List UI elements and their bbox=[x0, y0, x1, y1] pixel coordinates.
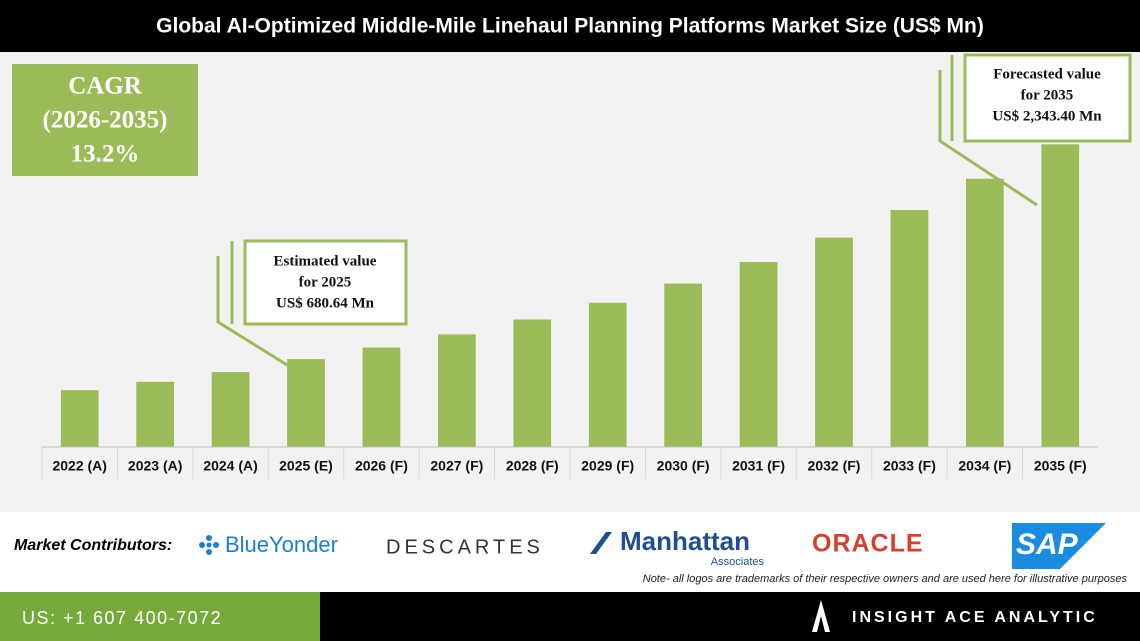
footer-phone: US: +1 607 400-7072 bbox=[22, 608, 222, 628]
cagr-box bbox=[12, 64, 198, 176]
bar bbox=[890, 209, 929, 447]
callout-text: for 2025 bbox=[299, 274, 352, 290]
bar bbox=[588, 302, 627, 447]
x-tick-label: 2030 (F) bbox=[657, 458, 710, 474]
bar bbox=[664, 283, 702, 447]
footer-brand: INSIGHT ACE ANALYTIC bbox=[852, 609, 1098, 626]
title-bar bbox=[0, 0, 1140, 52]
brand-icon bbox=[812, 600, 830, 632]
x-tick-label: 2028 (F) bbox=[506, 458, 559, 474]
logo-blueyonder: BlueYonder bbox=[225, 532, 338, 557]
cagr-value: 13.2% bbox=[71, 141, 140, 168]
bar bbox=[1041, 144, 1080, 447]
x-tick-label: 2029 (F) bbox=[581, 458, 634, 474]
bar bbox=[966, 178, 1004, 448]
bar bbox=[136, 381, 174, 447]
x-tick-label: 2022 (A) bbox=[52, 458, 106, 474]
blueyonder-icon bbox=[199, 535, 219, 555]
callout-text: US$ 2,343.40 Mn bbox=[992, 108, 1102, 124]
logo-note: Note- all logos are trademarks of their … bbox=[643, 573, 1128, 585]
x-tick-label: 2027 (F) bbox=[430, 458, 483, 474]
bar bbox=[60, 390, 99, 447]
bar bbox=[362, 347, 401, 447]
x-tick-label: 2033 (F) bbox=[883, 458, 936, 474]
manhattan-icon bbox=[590, 532, 612, 554]
bar bbox=[211, 372, 250, 447]
bar bbox=[815, 237, 853, 447]
footer-phone-box bbox=[0, 592, 320, 641]
callout-text: for 2035 bbox=[1021, 87, 1074, 103]
bar bbox=[287, 359, 325, 447]
sap-shape bbox=[1012, 523, 1106, 569]
x-tick-label: 2024 (A) bbox=[203, 458, 257, 474]
logo-descartes: DESCARTES bbox=[386, 536, 544, 558]
cagr-period: (2026-2035) bbox=[43, 107, 168, 134]
x-tick-label: 2026 (F) bbox=[355, 458, 408, 474]
bar bbox=[739, 262, 778, 447]
callout-text: Forecasted value bbox=[993, 66, 1101, 82]
x-tick-label: 2025 (E) bbox=[279, 458, 333, 474]
chart-title: Global AI-Optimized Middle-Mile Linehaul… bbox=[156, 15, 984, 38]
cagr-label: CAGR bbox=[68, 73, 143, 100]
bar bbox=[438, 334, 476, 447]
contributors-label: Market Contributors: bbox=[14, 537, 172, 554]
x-tick-label: 2034 (F) bbox=[958, 458, 1011, 474]
logo-manhattan-sub: Associates bbox=[711, 556, 765, 568]
callout-text: Estimated value bbox=[274, 253, 377, 269]
x-tick-label: 2023 (A) bbox=[128, 458, 182, 474]
logo-sap: SAP bbox=[1016, 528, 1079, 561]
plot: 2022 (A) 2023 (A) 2024 (A) 2025 (E) 2026 (F)… bbox=[41, 144, 1098, 479]
logo-manhattan: Manhattan bbox=[620, 526, 750, 556]
logo-oracle: ORACLE bbox=[812, 530, 924, 558]
callout-text: US$ 680.64 Mn bbox=[276, 295, 375, 311]
callouts bbox=[216, 53, 1132, 370]
x-tick-label: 2032 (F) bbox=[808, 458, 861, 474]
x-tick-label: 2031 (F) bbox=[732, 458, 785, 474]
bar bbox=[513, 319, 552, 447]
x-tick-label: 2035 (F) bbox=[1034, 458, 1087, 474]
